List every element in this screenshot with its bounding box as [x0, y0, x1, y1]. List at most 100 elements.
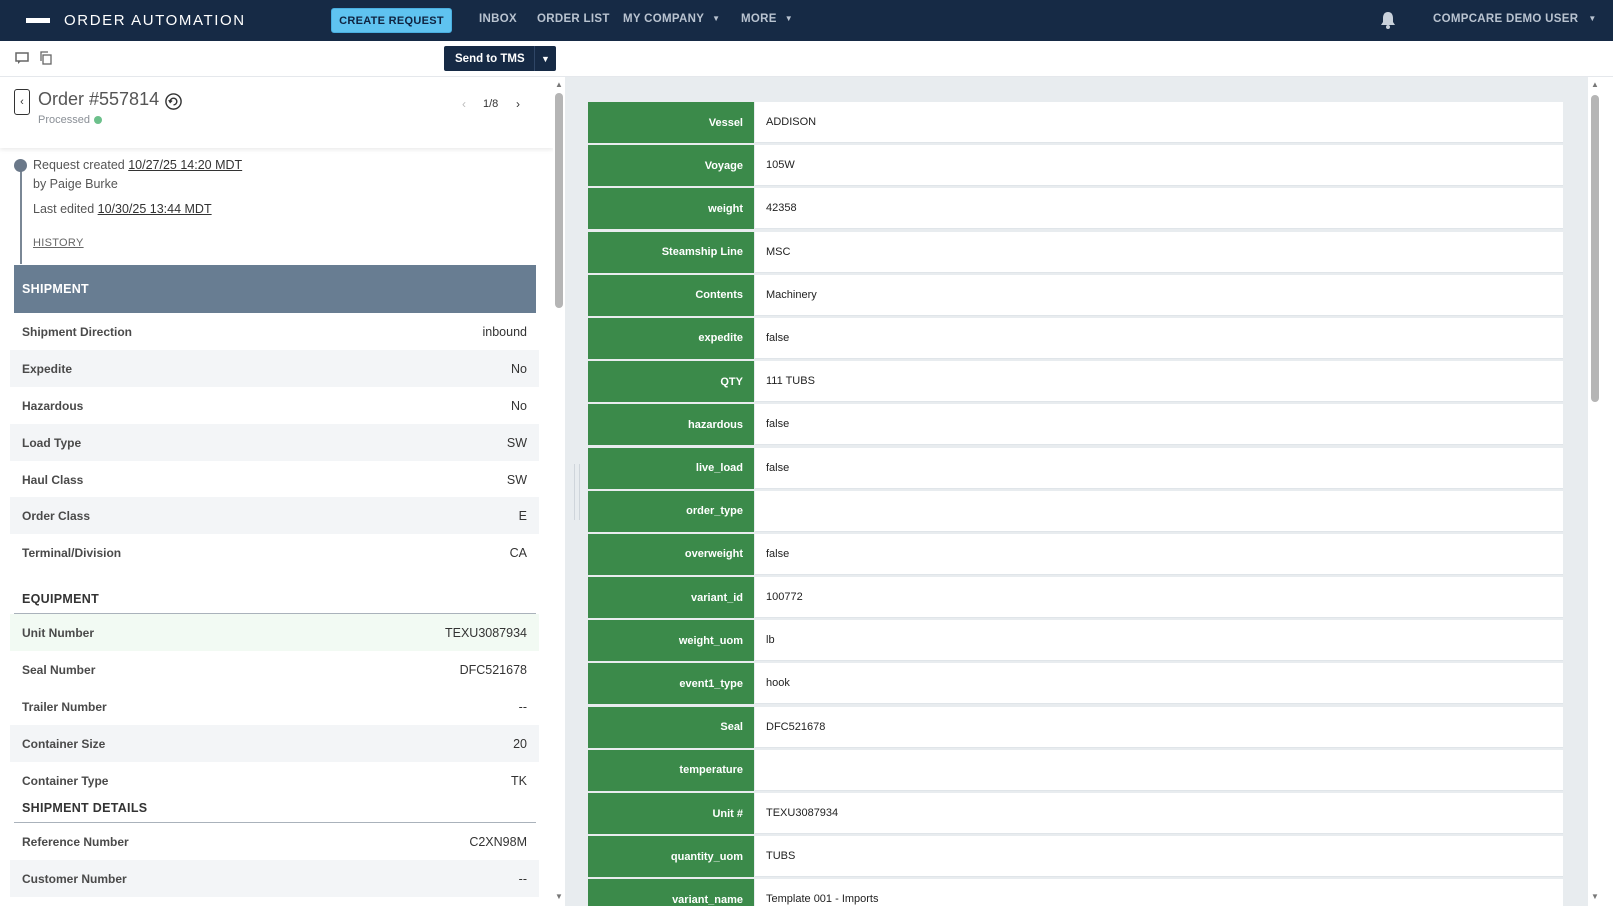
field-value[interactable]: 111 TUBS [755, 361, 1563, 403]
nav-my-company[interactable]: MY COMPANY ▼ [623, 13, 720, 25]
order-title: Order #557814 [38, 89, 160, 109]
created-by: by Paige Burke [33, 177, 118, 191]
field-value[interactable]: 100772 [755, 577, 1563, 619]
terminal-division-row: Terminal/Division CA [10, 534, 539, 571]
status-dot-icon [93, 116, 102, 124]
history-link[interactable]: HISTORY [33, 237, 84, 249]
table-row: expedite false [588, 317, 1563, 360]
field-value[interactable]: false [755, 404, 1563, 446]
field-value[interactable]: false [755, 533, 1563, 575]
field-value[interactable]: hook [755, 663, 1563, 705]
table-row: temperature [588, 749, 1563, 792]
pager-next-button[interactable]: › [516, 97, 520, 111]
table-row: live_load false [588, 447, 1563, 490]
brand-logo[interactable]: ORDER AUTOMATION [26, 11, 246, 30]
field-value[interactable]: Template 001 - Imports [755, 879, 1563, 906]
field-value[interactable]: lb [755, 620, 1563, 662]
field-value[interactable]: Machinery [755, 274, 1563, 316]
pager-prev-button[interactable]: ‹ [462, 97, 466, 111]
container-type-row: Container Type TK [10, 762, 539, 799]
extracted-fields-table: Vessel ADDISON Voyage 105W weight 42358 Ste… [588, 101, 1563, 906]
field-value: -- [518, 699, 527, 714]
field-value: No [511, 361, 527, 376]
comment-icon[interactable] [15, 51, 29, 65]
field-key: event1_type [588, 663, 754, 705]
field-label: Haul Class [22, 472, 84, 487]
refresh-icon[interactable] [164, 92, 183, 111]
last-edited-date-link[interactable]: 10/30/25 13:44 MDT [97, 202, 212, 216]
chevron-down-icon: ▼ [712, 14, 721, 23]
field-value[interactable]: TEXU3087934 [755, 793, 1563, 834]
right-scrollbar-thumb[interactable] [1591, 95, 1599, 402]
table-row: variant_id 100772 [588, 576, 1563, 619]
table-row: QTY 111 TUBS [588, 360, 1563, 403]
send-to-tms-label: Send to TMS [455, 52, 525, 65]
scroll-down-icon[interactable]: ▼ [1591, 892, 1599, 901]
order-class-row: Order Class E [10, 497, 539, 534]
right-scrollbar[interactable]: ▲ ▼ [1588, 77, 1602, 906]
left-scrollbar[interactable]: ▲ ▼ [553, 77, 565, 906]
field-key: order_type [588, 490, 754, 532]
field-key: Unit # [588, 793, 754, 834]
table-row: Voyage 105W [588, 144, 1563, 187]
panel-resize-handle[interactable] [574, 464, 580, 520]
table-row: quantity_uom TUBS [588, 835, 1563, 878]
field-value[interactable]: false [755, 317, 1563, 359]
field-value: DFC521678 [459, 662, 527, 677]
field-value[interactable]: TUBS [755, 836, 1563, 878]
field-label: Container Size [22, 736, 106, 751]
field-value: E [518, 508, 527, 523]
last-edited-label: Last edited [33, 202, 98, 216]
chevron-down-icon: ▼ [1588, 14, 1597, 23]
table-row: Seal DFC521678 [588, 706, 1563, 749]
order-status-label: Processed [38, 114, 90, 126]
toolbar: Send to TMS ▼ [0, 41, 1613, 77]
field-value[interactable]: 105W [755, 145, 1563, 187]
scroll-up-icon[interactable]: ▲ [555, 80, 563, 89]
table-row: event1_type hook [588, 662, 1563, 705]
seal-number-row: Seal Number DFC521678 [10, 651, 539, 688]
order-status: Processed [38, 114, 102, 126]
field-value: -- [518, 871, 527, 886]
field-key: weight_uom [588, 620, 754, 662]
field-label: Container Type [22, 773, 109, 788]
nav-order-list[interactable]: ORDER LIST [537, 13, 610, 25]
document-panel: Vessel ADDISON Voyage 105W weight 42358 Ste… [565, 77, 1588, 906]
back-button[interactable]: ‹ [14, 89, 30, 115]
field-key: Vessel [588, 102, 754, 143]
field-label: Customer Number [22, 871, 127, 886]
haul-class-row: Haul Class SW [10, 461, 539, 498]
nav-more[interactable]: MORE ▼ [741, 13, 793, 25]
field-key: temperature [588, 749, 754, 791]
order-header: ‹ Order #557814 Processed ‹ 1/8 › [0, 77, 553, 148]
field-value[interactable] [755, 749, 1563, 791]
request-created-date-link[interactable]: 10/27/25 14:20 MDT [128, 158, 243, 172]
field-label: Unit Number [22, 625, 94, 640]
scroll-down-icon[interactable]: ▼ [555, 892, 563, 901]
create-request-button[interactable]: CREATE REQUEST [331, 8, 452, 33]
field-key: weight [588, 188, 754, 230]
field-value[interactable]: DFC521678 [755, 706, 1563, 748]
field-value[interactable]: false [755, 447, 1563, 489]
field-label: Hazardous [22, 398, 84, 413]
user-menu[interactable]: COMPCARE DEMO USER ▼ [1433, 13, 1597, 25]
section-divider [14, 822, 536, 823]
request-created: Request created 10/27/25 14:20 MDT [33, 158, 242, 172]
chevron-down-icon[interactable]: ▼ [534, 46, 556, 71]
send-to-tms-button[interactable]: Send to TMS ▼ [444, 46, 556, 71]
field-key: hazardous [588, 404, 754, 446]
field-value[interactable]: 42358 [755, 188, 1563, 230]
bell-icon[interactable] [1378, 10, 1398, 30]
field-value[interactable] [755, 490, 1563, 532]
field-value[interactable]: MSC [755, 231, 1563, 273]
field-value[interactable]: ADDISON [755, 102, 1563, 143]
nav-inbox[interactable]: INBOX [479, 13, 517, 25]
field-value: C2XN98M [469, 834, 527, 849]
field-value: inbound [482, 324, 528, 339]
field-key: variant_name [588, 879, 754, 906]
brand-name: ORDER AUTOMATION [64, 12, 246, 29]
scroll-up-icon[interactable]: ▲ [1591, 80, 1599, 89]
pager-count: 1/8 [483, 98, 499, 110]
left-scrollbar-thumb[interactable] [555, 93, 563, 308]
copy-icon[interactable] [39, 51, 53, 65]
